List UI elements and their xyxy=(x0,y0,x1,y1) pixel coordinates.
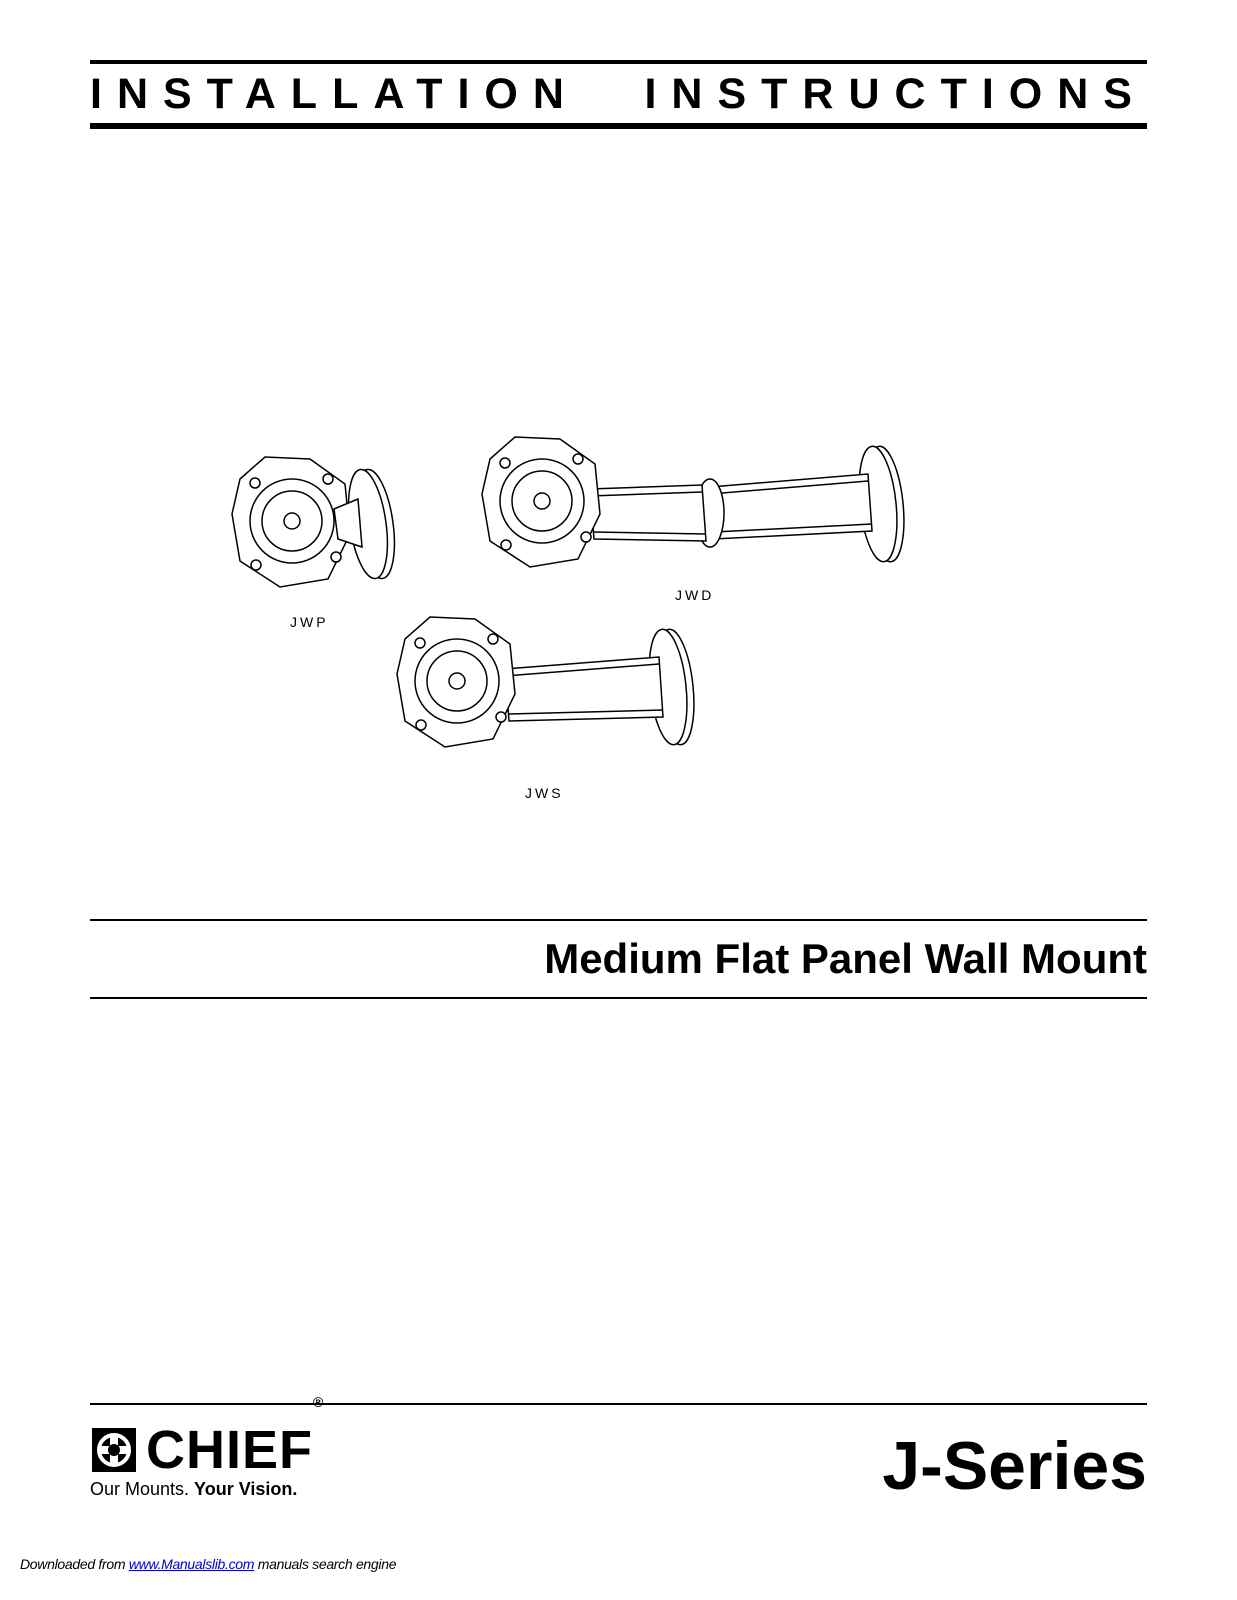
brand-name: CHIEF® xyxy=(146,1423,324,1477)
download-prefix: Downloaded from xyxy=(20,1556,129,1572)
product-diagram-area: JWP xyxy=(90,149,1147,909)
tagline-plain: Our Mounts. xyxy=(90,1479,194,1499)
download-suffix: manuals search engine xyxy=(254,1556,396,1572)
document-page: INSTALLATION INSTRUCTIONS xyxy=(0,0,1237,1600)
jws-label: JWS xyxy=(525,785,564,801)
page-title: INSTALLATION INSTRUCTIONS xyxy=(90,66,1147,121)
header-rule-bottom xyxy=(90,123,1147,129)
jwp-mount-diagram xyxy=(210,439,420,619)
footer-block: CHIEF® Our Mounts. Your Vision. J-Series xyxy=(90,1403,1147,1500)
footer-rule xyxy=(90,1403,1147,1405)
subtitle-block: Medium Flat Panel Wall Mount xyxy=(90,919,1147,999)
chief-logo-icon xyxy=(90,1426,138,1474)
header-rule-top xyxy=(90,60,1147,64)
brand-tagline: Our Mounts. Your Vision. xyxy=(90,1479,324,1500)
download-footer-note: Downloaded from www.Manualslib.com manua… xyxy=(20,1556,396,1572)
download-link[interactable]: www.Manualslib.com xyxy=(129,1556,254,1572)
jws-mount-diagram xyxy=(375,599,715,799)
subtitle-rule-bottom xyxy=(90,997,1147,999)
jwp-label: JWP xyxy=(290,614,329,630)
series-label: J-Series xyxy=(882,1432,1147,1500)
tagline-bold: Your Vision. xyxy=(194,1479,297,1499)
product-subtitle: Medium Flat Panel Wall Mount xyxy=(90,921,1147,997)
brand-column: CHIEF® Our Mounts. Your Vision. xyxy=(90,1423,324,1500)
